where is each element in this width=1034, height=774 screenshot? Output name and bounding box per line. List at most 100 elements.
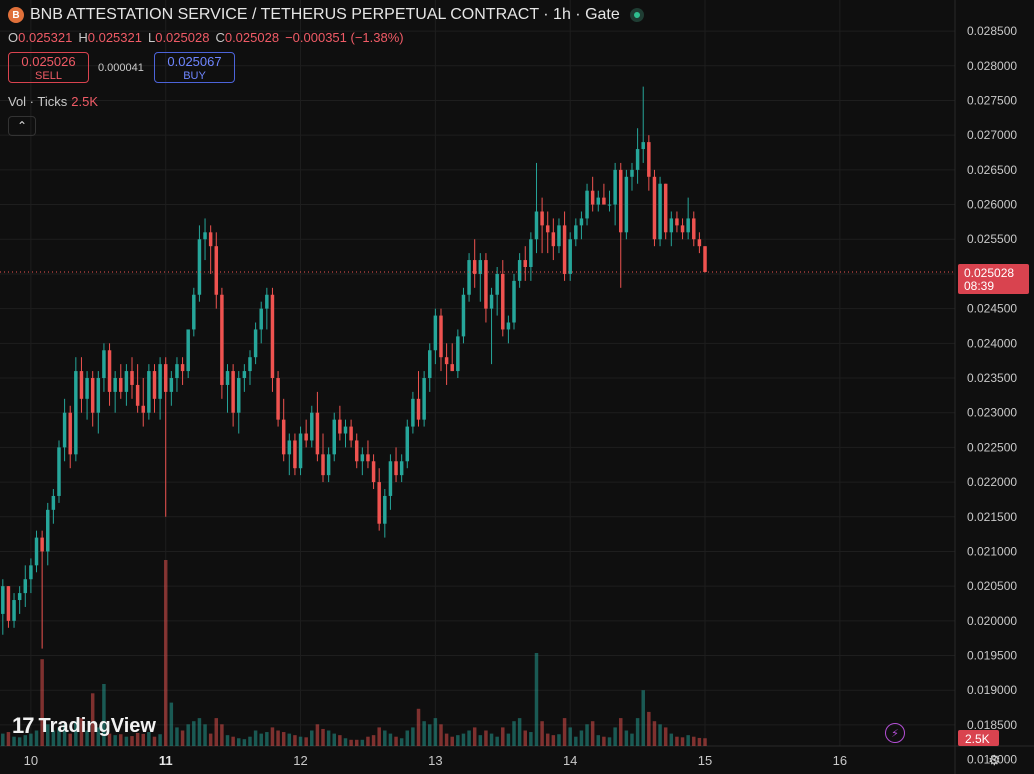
candle-body	[461, 294, 466, 337]
candle-body	[630, 169, 634, 177]
volume-bar	[29, 733, 33, 746]
candle-body	[79, 371, 84, 399]
candles	[1, 86, 707, 649]
candle-body	[40, 537, 44, 552]
candle-body	[635, 149, 640, 170]
volume-bar	[349, 739, 353, 746]
volume-bar	[624, 730, 629, 746]
volume-bar	[697, 737, 702, 746]
volume-bar	[647, 711, 651, 746]
volume-bar	[163, 560, 168, 746]
candle-body	[478, 260, 483, 274]
volume-bars	[1, 560, 707, 746]
gear-icon[interactable]: ⚙	[988, 752, 1001, 768]
candle-body	[663, 183, 668, 233]
volume-bar	[495, 736, 499, 746]
sell-button[interactable]: 0.025026 SELL	[8, 52, 89, 83]
volume-bar	[1, 733, 5, 746]
candle-body	[203, 232, 207, 240]
volume-bar	[619, 718, 623, 746]
volume-bar	[444, 733, 449, 746]
volume-bar	[686, 735, 690, 746]
volume-bar	[214, 718, 219, 746]
candle-body	[29, 565, 33, 580]
candle-body	[472, 260, 477, 274]
volume-bar	[96, 727, 101, 746]
volume-bar	[304, 737, 308, 746]
volume-bar	[501, 727, 505, 746]
buy-price: 0.025067	[167, 54, 222, 69]
time-axis[interactable]: 10 11 12 13 14 15 16	[24, 753, 847, 768]
candle-body	[360, 454, 365, 462]
candle-body	[383, 495, 387, 524]
last-price-badge	[958, 263, 1029, 294]
candle-body	[57, 447, 61, 496]
volume-bar	[321, 728, 325, 746]
candle-body	[147, 371, 151, 413]
candle-body	[276, 378, 280, 420]
candle-body	[90, 378, 95, 413]
candle-body	[669, 218, 674, 233]
candle-body	[225, 371, 230, 385]
volume-bar	[152, 736, 157, 746]
volume-bar	[85, 730, 89, 746]
volume-bar	[467, 730, 471, 746]
price-tick-label: 0.018500	[967, 718, 1017, 732]
candle-body	[214, 246, 219, 295]
volume-bar	[225, 735, 230, 746]
collapse-legend-button[interactable]: ⌃	[8, 116, 36, 136]
volume-bar	[242, 739, 247, 746]
candle-body	[590, 190, 595, 205]
candle-body	[444, 357, 449, 365]
sell-label: SELL	[35, 70, 62, 82]
volume-bar	[360, 739, 365, 746]
buy-button[interactable]: 0.025067 BUY	[154, 52, 235, 83]
volume-axis-badge	[958, 730, 999, 746]
volume-bar	[675, 736, 679, 746]
candle-body	[141, 405, 145, 413]
candle-body	[6, 586, 11, 621]
volume-bar	[40, 659, 44, 746]
volume-bar	[175, 727, 179, 746]
ohlc-legend: O0.025321 H0.025321 L0.025028 C0.025028 …	[8, 30, 404, 45]
coin-icon: B	[8, 7, 24, 23]
candle-body	[399, 461, 404, 476]
candle-body	[175, 364, 179, 379]
candle-body	[692, 218, 696, 240]
candle-body	[85, 378, 89, 399]
candle-body	[568, 239, 572, 274]
tradingview-logo[interactable]: 17 TradingView	[12, 713, 156, 739]
volume-bar	[135, 732, 140, 746]
candle-body	[647, 142, 651, 177]
candle-body	[293, 440, 297, 469]
volume-bar	[231, 736, 235, 746]
volume-bar	[287, 733, 292, 746]
lightning-icon[interactable]: ⚡	[885, 723, 905, 743]
volume-bar	[197, 718, 202, 746]
candle-body	[321, 454, 325, 476]
volume-bar	[90, 693, 95, 746]
candle-body	[354, 440, 359, 462]
candle-body	[534, 211, 539, 240]
candle-body	[557, 225, 561, 247]
volume-bar	[456, 735, 460, 746]
volume-bar	[62, 724, 67, 746]
symbol-title[interactable]: BNB ATTESTATION SERVICE / TETHERUS PERPE…	[30, 6, 620, 23]
volume-bar	[169, 702, 174, 746]
volume-bar	[545, 733, 550, 746]
candle-body	[703, 246, 707, 272]
candle-body	[574, 225, 578, 240]
volume-legend[interactable]: Vol · Ticks 2.5K	[8, 94, 98, 109]
volume-bar	[416, 708, 421, 746]
price-axis[interactable]: 0.028500 0.028000 0.027500 0.027000 0.026500…	[958, 24, 1017, 767]
volume-bar	[383, 730, 387, 746]
price-tick-label: 0.022500	[967, 440, 1017, 454]
candle-body	[523, 260, 527, 267]
volume-bar	[613, 727, 617, 746]
candle-body	[428, 350, 432, 379]
price-tick-label: 0.027500	[967, 93, 1017, 107]
candle-body	[585, 190, 589, 219]
volume-bar	[293, 735, 297, 746]
candle-body	[405, 426, 410, 462]
